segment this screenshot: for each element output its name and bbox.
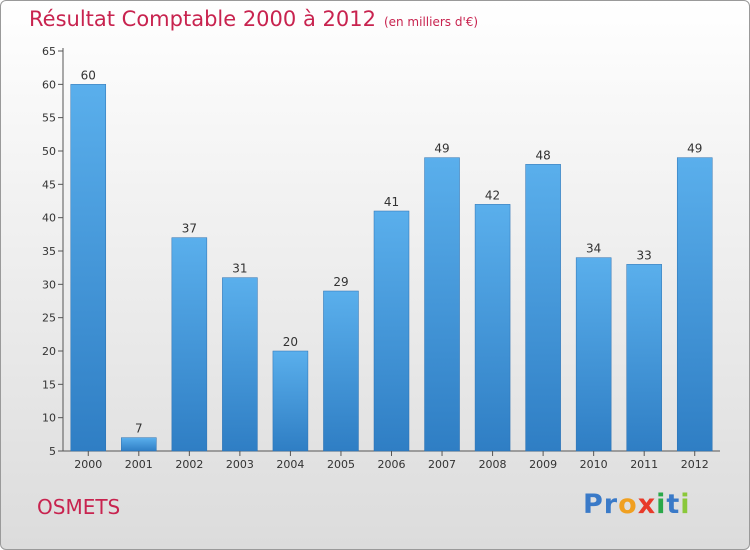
x-tick-label: 2004	[276, 458, 304, 471]
y-tick-label: 35	[42, 245, 56, 258]
data-label: 34	[586, 242, 601, 256]
x-tick-label: 2009	[529, 458, 557, 471]
data-label: 60	[81, 68, 96, 82]
bar	[575, 257, 612, 452]
data-label: 48	[535, 148, 550, 162]
bar	[121, 437, 157, 452]
y-tick-label: 30	[42, 278, 56, 291]
y-tick-label: 25	[42, 312, 56, 325]
logo-letter: r	[603, 489, 619, 520]
data-label: 29	[333, 275, 348, 289]
bar	[171, 237, 208, 452]
logo-letter: x	[637, 489, 657, 520]
chart-title-unit: (en milliers d'€)	[383, 15, 479, 29]
data-label: 37	[182, 222, 197, 236]
data-label: 49	[687, 142, 702, 156]
commune-name: OSMETS	[37, 495, 121, 519]
y-tick-label: 50	[42, 145, 56, 158]
proxiti-logo: Proxiti	[583, 489, 691, 520]
x-tick-label: 2010	[580, 458, 608, 471]
y-tick-label: 65	[42, 45, 56, 58]
bar	[70, 84, 107, 452]
bar	[525, 164, 561, 452]
x-tick-label: 2008	[479, 458, 507, 471]
y-tick-label: 45	[42, 178, 56, 191]
bar	[272, 350, 309, 452]
x-tick-label: 2012	[681, 458, 709, 471]
y-tick-label: 10	[42, 412, 56, 425]
x-tick-label: 2003	[226, 458, 254, 471]
data-label: 42	[485, 188, 500, 202]
data-label: 20	[283, 335, 298, 349]
chart-title-text: Résultat Comptable 2000 à 2012	[29, 7, 376, 31]
x-tick-label: 2011	[630, 458, 658, 471]
data-label: 41	[384, 195, 399, 209]
chart-title: Résultat Comptable 2000 à 2012 (en millie…	[29, 7, 478, 31]
bar	[424, 157, 460, 452]
bar	[323, 290, 359, 452]
logo-letter: o	[618, 489, 638, 520]
data-label: 7	[135, 422, 143, 436]
bar	[474, 204, 511, 452]
y-tick-label: 15	[42, 378, 56, 391]
logo-letter: i	[680, 489, 691, 520]
y-tick-label: 55	[42, 112, 56, 125]
y-tick-label: 20	[42, 345, 56, 358]
logo-letter: t	[666, 489, 681, 520]
x-tick-label: 2006	[378, 458, 406, 471]
x-tick-label: 2007	[428, 458, 456, 471]
data-label: 33	[637, 248, 652, 262]
x-tick-label: 2000	[74, 458, 102, 471]
y-tick-label: 5	[49, 445, 56, 458]
data-label: 31	[232, 262, 247, 276]
y-tick-label: 40	[42, 212, 56, 225]
y-tick-label: 60	[42, 78, 56, 91]
bar	[222, 277, 258, 452]
x-tick-label: 2002	[175, 458, 203, 471]
x-tick-label: 2001	[125, 458, 153, 471]
bar	[373, 210, 410, 452]
bar	[626, 264, 662, 452]
logo-letter: i	[656, 489, 667, 520]
logo-letter: P	[583, 489, 604, 520]
data-label: 49	[434, 142, 449, 156]
bar	[676, 157, 713, 452]
x-tick-label: 2005	[327, 458, 355, 471]
